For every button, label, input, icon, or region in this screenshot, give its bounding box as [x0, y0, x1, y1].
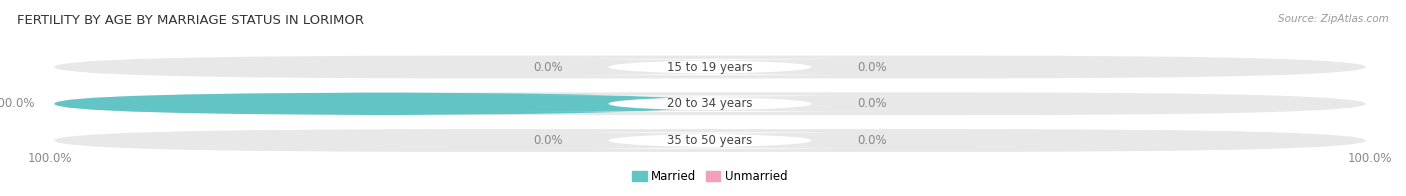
Text: 35 to 50 years: 35 to 50 years [668, 134, 752, 147]
Text: 0.0%: 0.0% [858, 97, 887, 110]
Text: 0.0%: 0.0% [858, 134, 887, 147]
Text: 15 to 19 years: 15 to 19 years [668, 61, 752, 74]
FancyBboxPatch shape [55, 129, 1365, 152]
Text: 20 to 34 years: 20 to 34 years [668, 97, 752, 110]
Text: 100.0%: 100.0% [0, 97, 35, 110]
Legend: Married, Unmarried: Married, Unmarried [627, 165, 793, 188]
FancyBboxPatch shape [519, 96, 901, 112]
Text: 0.0%: 0.0% [533, 134, 562, 147]
FancyBboxPatch shape [55, 92, 710, 115]
FancyBboxPatch shape [55, 56, 1365, 78]
Text: 100.0%: 100.0% [28, 152, 73, 165]
FancyBboxPatch shape [519, 132, 901, 149]
Text: 0.0%: 0.0% [533, 61, 562, 74]
Text: FERTILITY BY AGE BY MARRIAGE STATUS IN LORIMOR: FERTILITY BY AGE BY MARRIAGE STATUS IN L… [17, 14, 364, 27]
Text: 100.0%: 100.0% [1347, 152, 1392, 165]
FancyBboxPatch shape [519, 59, 901, 75]
Text: Source: ZipAtlas.com: Source: ZipAtlas.com [1278, 14, 1389, 24]
FancyBboxPatch shape [55, 92, 1365, 115]
Text: 0.0%: 0.0% [858, 61, 887, 74]
